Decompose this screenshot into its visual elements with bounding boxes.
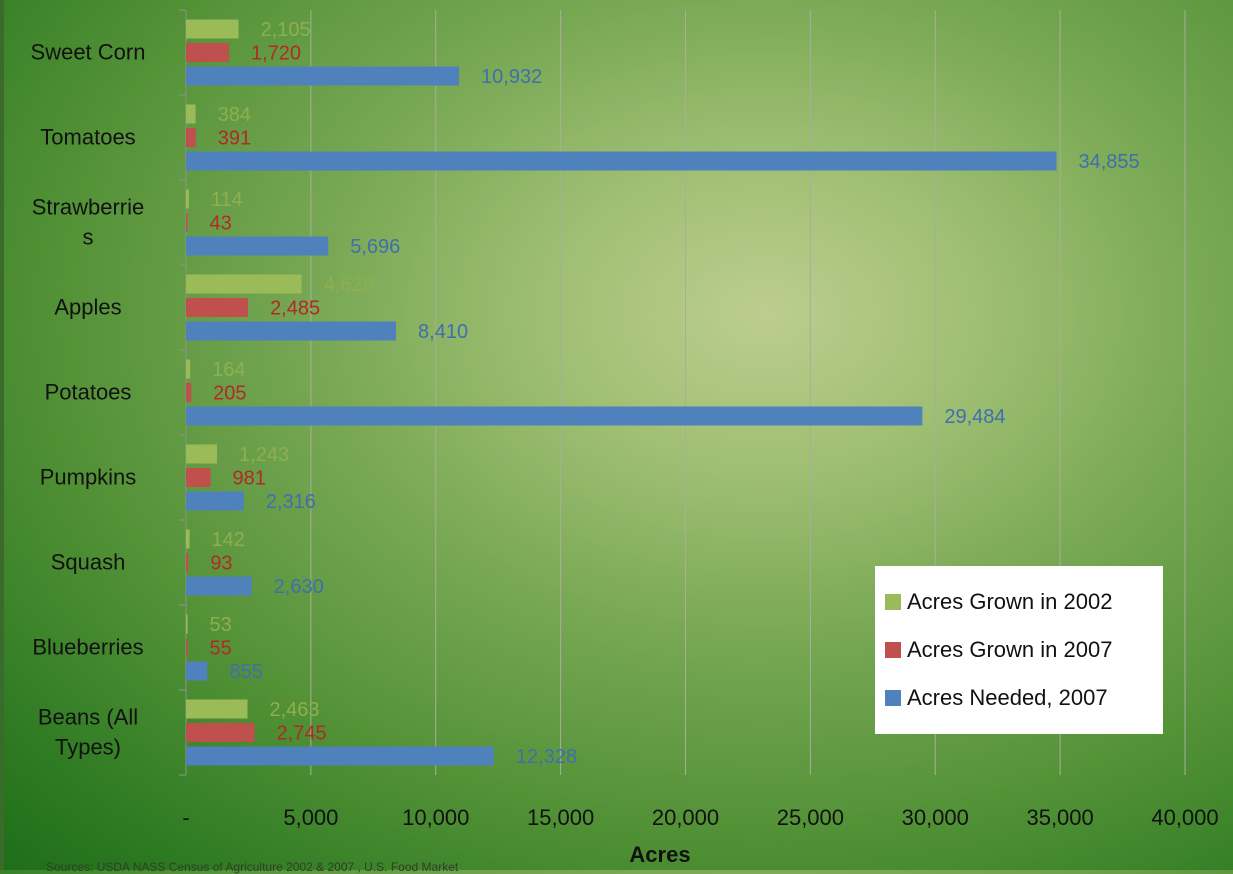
bar	[186, 638, 188, 657]
bar	[186, 128, 196, 147]
bar	[186, 661, 208, 681]
bar	[186, 614, 188, 634]
legend-label: Acres Grown in 2007	[907, 637, 1113, 662]
x-tick-label: 5,000	[283, 805, 338, 830]
data-label: 855	[229, 661, 262, 683]
x-axis-title: Acres	[629, 842, 691, 867]
bar	[186, 444, 218, 464]
bar	[186, 151, 1057, 171]
data-label: 12,328	[516, 746, 577, 768]
legend-label: Acres Grown in 2002	[907, 589, 1113, 614]
data-label: 2,745	[277, 723, 327, 745]
data-label: 391	[218, 128, 251, 150]
bar	[186, 491, 244, 511]
legend-swatch	[885, 690, 901, 706]
bar	[186, 236, 329, 256]
x-tick-label: 30,000	[902, 805, 969, 830]
x-tick-label: 35,000	[1026, 805, 1093, 830]
data-label: 8,410	[418, 321, 468, 343]
bar	[186, 321, 397, 341]
legend-item: Acres Grown in 2007	[885, 626, 1163, 674]
category-label: Types)	[55, 735, 121, 760]
bar	[186, 19, 239, 39]
category-label: Squash	[51, 550, 126, 575]
bar	[186, 213, 188, 232]
source-note: Sources: USDA NASS Census of Agriculture…	[46, 860, 459, 874]
data-label: 29,484	[944, 406, 1005, 428]
data-label: 53	[210, 614, 232, 636]
x-tick-label: 10,000	[402, 805, 469, 830]
category-label: Tomatoes	[40, 125, 135, 150]
bar	[186, 723, 255, 742]
category-label: Blueberries	[32, 635, 143, 660]
category-label: Pumpkins	[40, 465, 137, 490]
bar	[186, 189, 189, 209]
bar	[186, 66, 460, 86]
data-label: 1,720	[251, 43, 301, 65]
legend-swatch	[885, 594, 901, 610]
bar	[186, 468, 211, 487]
data-label: 1,243	[239, 444, 289, 466]
data-label: 2,316	[266, 491, 316, 513]
data-label: 10,932	[481, 66, 542, 88]
data-label: 55	[210, 638, 232, 660]
bar	[186, 553, 189, 572]
x-tick-label: 40,000	[1151, 805, 1218, 830]
data-label: 205	[213, 383, 246, 405]
x-tick-label: 25,000	[777, 805, 844, 830]
left-border	[0, 0, 4, 870]
data-label: 34,855	[1079, 151, 1140, 173]
category-label: Potatoes	[45, 380, 132, 405]
x-tick-label: -	[182, 805, 189, 830]
data-label: 2,630	[274, 576, 324, 598]
data-label: 93	[210, 553, 232, 575]
bar	[186, 383, 192, 402]
bar	[186, 529, 190, 549]
category-label: Apples	[54, 295, 121, 320]
category-label: Strawberrie	[32, 195, 144, 220]
bar	[186, 576, 252, 596]
data-label: 5,696	[350, 236, 400, 258]
data-label: 4,628	[324, 274, 374, 296]
legend-label: Acres Needed, 2007	[907, 685, 1108, 710]
bar	[186, 298, 249, 317]
data-label: 164	[212, 359, 245, 381]
legend-item: Acres Needed, 2007	[885, 674, 1163, 722]
category-label: s	[83, 225, 94, 250]
category-label: Sweet Corn	[31, 40, 146, 65]
data-label: 142	[212, 529, 245, 551]
data-label: 981	[233, 468, 266, 490]
bar	[186, 699, 248, 719]
data-label: 2,463	[270, 699, 320, 721]
category-label: Beans (All	[38, 705, 138, 730]
legend: Acres Grown in 2002 Acres Grown in 2007 Ac…	[875, 566, 1163, 734]
bar	[186, 104, 196, 124]
bar	[186, 406, 923, 426]
data-label: 2,105	[261, 19, 311, 41]
bar	[186, 274, 302, 294]
data-label: 43	[210, 213, 232, 235]
bar	[186, 746, 494, 766]
data-label: 114	[211, 189, 243, 211]
data-label: 2,485	[270, 298, 320, 320]
data-label: 384	[218, 104, 251, 126]
x-tick-label: 15,000	[527, 805, 594, 830]
bar	[186, 43, 229, 62]
bar	[186, 359, 191, 379]
x-tick-label: 20,000	[652, 805, 719, 830]
legend-swatch	[885, 642, 901, 658]
legend-item: Acres Grown in 2002	[885, 578, 1163, 626]
